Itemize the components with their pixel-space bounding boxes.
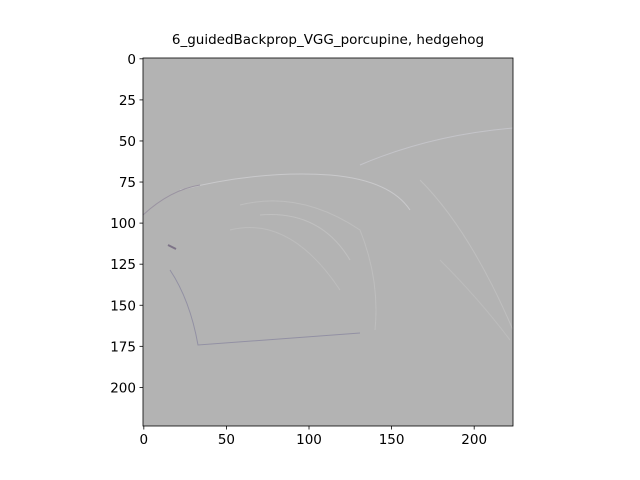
x-tick-label: 50: [218, 432, 235, 448]
y-tick-label: 25: [119, 93, 136, 109]
y-tick-label: 75: [119, 175, 136, 191]
y-tick-label: 200: [110, 380, 136, 396]
y-tick-label: 125: [110, 257, 136, 273]
y-tick-label: 50: [119, 134, 136, 150]
image: [142, 57, 514, 427]
image-texture: [142, 127, 514, 346]
x-tick-label: 100: [296, 432, 322, 448]
image-background: [143, 58, 513, 426]
axes-frame: [142, 57, 514, 427]
y-tick-label: 150: [110, 298, 136, 314]
y-tick-label: 100: [110, 216, 136, 232]
y-tick-label: 175: [110, 339, 136, 355]
y-tick-label: 0: [127, 52, 136, 68]
chart-title: 6_guidedBackprop_VGG_porcupine, hedgehog: [172, 32, 484, 48]
x-tick-label: 150: [379, 432, 405, 448]
x-tick-label: 200: [461, 432, 487, 448]
x-tick-label: 0: [140, 432, 149, 448]
